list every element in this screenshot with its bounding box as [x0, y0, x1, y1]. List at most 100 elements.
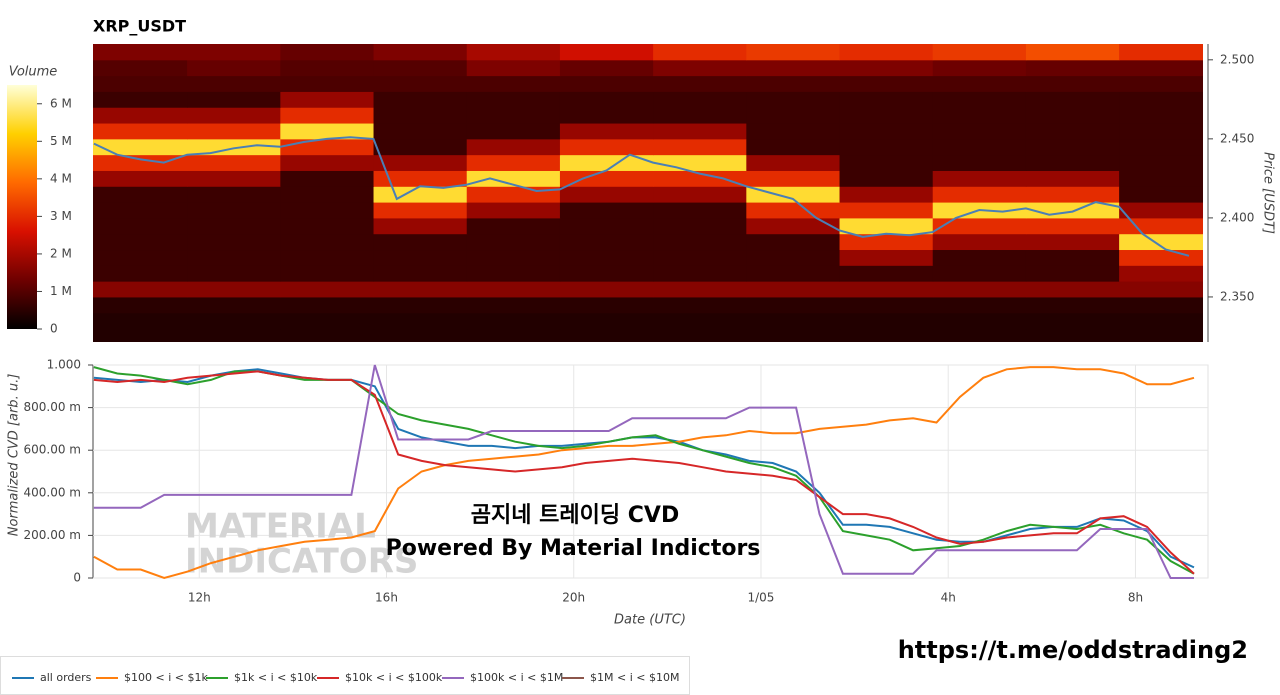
heat-cell [280, 59, 375, 77]
annotation: Powered By Material Indictors [386, 536, 761, 561]
heat-cell [932, 75, 1027, 92]
heat-cell [839, 249, 934, 266]
heat-cell [466, 328, 561, 342]
heat-cell [653, 44, 747, 61]
heat-cell [653, 217, 747, 235]
heat-cell [93, 75, 188, 92]
heat-cell [653, 202, 747, 219]
heat-cell [1025, 296, 1120, 314]
heat-cell [559, 44, 654, 61]
heat-cell [559, 312, 654, 330]
heat-cell [1025, 154, 1120, 171]
heat-cell [1119, 249, 1203, 266]
heat-cell [559, 249, 654, 266]
heat-cell [653, 59, 747, 77]
heat-cell [466, 59, 561, 77]
heat-cell [187, 202, 281, 219]
heat-cell [839, 91, 934, 108]
heat-cell [1025, 91, 1120, 108]
heat-cell [839, 328, 934, 342]
heat-cell [373, 312, 468, 330]
heat-cell [466, 217, 561, 235]
legend-label: all orders [40, 671, 92, 684]
heat-cell [373, 44, 468, 61]
heat-cell [187, 44, 281, 61]
heat-cell [93, 265, 188, 282]
heat-cell [187, 296, 281, 314]
heat-cell [93, 154, 188, 171]
heat-cell [280, 233, 375, 251]
price-axis-label: Price [USDT] [1261, 152, 1276, 234]
heat-cell [746, 75, 841, 92]
heat-cell [1025, 123, 1120, 140]
heat-cell [373, 202, 468, 219]
heat-cell [280, 123, 375, 140]
heat-cell [373, 186, 468, 203]
legend-label: $1M < i < $10M [590, 671, 679, 684]
colorbar-tick-label: 5 M [50, 134, 72, 148]
heat-cell [373, 59, 468, 77]
heat-cell [559, 296, 654, 314]
cvd-line [93, 366, 1195, 580]
heat-cell [839, 202, 934, 219]
y-tick-label: 200.00 m [24, 528, 82, 542]
heat-cell [93, 296, 188, 314]
heat-cell [839, 217, 934, 235]
heat-cell [280, 328, 375, 342]
heat-cell [932, 312, 1027, 330]
heat-cell [746, 107, 841, 124]
heat-cell [373, 217, 468, 235]
heat-cell [187, 59, 281, 77]
heat-cell [280, 249, 375, 266]
heat-cell [746, 249, 841, 266]
heat-cell [559, 75, 654, 92]
heat-cell [839, 265, 934, 282]
heat-cell [466, 75, 561, 92]
heat-cell [466, 91, 561, 108]
watermark-text: INDICATORS [185, 542, 418, 582]
heat-cell [187, 328, 281, 342]
heat-cell [653, 281, 747, 298]
heat-cell [373, 91, 468, 108]
heat-cell [746, 265, 841, 282]
heat-cell [187, 75, 281, 92]
heat-cell [466, 170, 561, 187]
heat-cell [373, 123, 468, 140]
heat-cell [373, 138, 468, 156]
heat-cell [746, 296, 841, 314]
heat-cell [839, 296, 934, 314]
heat-cell [1119, 312, 1203, 330]
heat-cell [280, 107, 375, 124]
heat-cell [466, 249, 561, 266]
heat-cell [187, 91, 281, 108]
link[interactable]: https://t.me/oddstrading2 [898, 636, 1248, 664]
y-tick-label: 600.00 m [24, 443, 82, 457]
heat-cell [373, 281, 468, 298]
y-tick-label: 400.00 m [24, 485, 82, 499]
heat-cell [1025, 328, 1120, 342]
heat-cell [839, 281, 934, 298]
heat-cell [839, 75, 934, 92]
heat-cell [280, 202, 375, 219]
heat-cell [839, 44, 934, 61]
heat-cell [1119, 202, 1203, 219]
heat-cell [1025, 249, 1120, 266]
heat-cell [839, 123, 934, 140]
price-tick-label: 2.400 [1220, 210, 1254, 224]
y-axis-label: Normalized CVD [arb. u.] [7, 374, 22, 537]
heat-cell [187, 154, 281, 171]
heat-cell [839, 233, 934, 251]
heat-cell [932, 186, 1027, 203]
heat-cell [559, 202, 654, 219]
heat-cell [1025, 281, 1120, 298]
heat-cell [373, 249, 468, 266]
heat-cell [1119, 265, 1203, 282]
heat-cell [1119, 91, 1203, 108]
heat-cell [839, 170, 934, 187]
heat-cell [746, 328, 841, 342]
heat-cell [466, 312, 561, 330]
heat-cell [187, 170, 281, 187]
heat-cell [653, 186, 747, 203]
heat-cell [653, 154, 747, 171]
